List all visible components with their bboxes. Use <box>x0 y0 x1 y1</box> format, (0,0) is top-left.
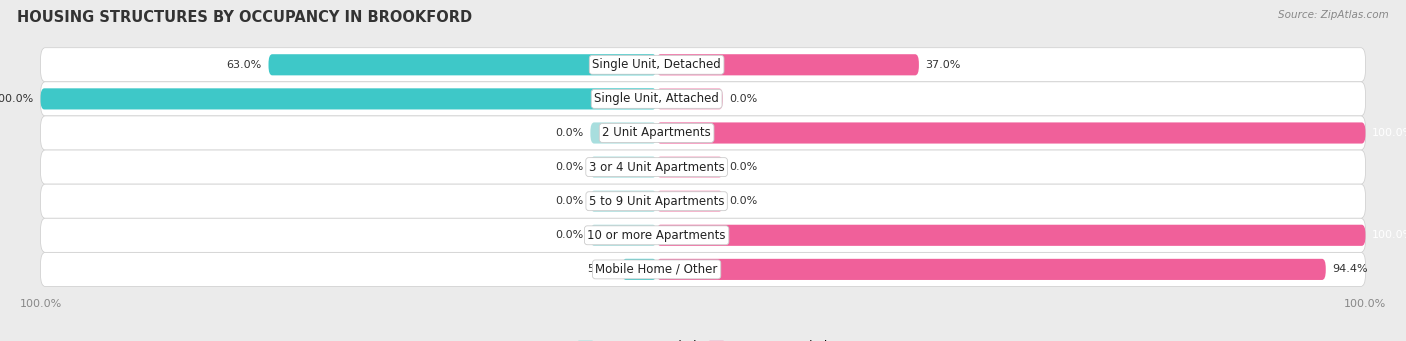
Text: 0.0%: 0.0% <box>555 128 583 138</box>
Text: 5 to 9 Unit Apartments: 5 to 9 Unit Apartments <box>589 195 724 208</box>
FancyBboxPatch shape <box>41 82 1365 116</box>
FancyBboxPatch shape <box>591 225 657 246</box>
Text: 10 or more Apartments: 10 or more Apartments <box>588 229 725 242</box>
FancyBboxPatch shape <box>657 259 1326 280</box>
Text: 100.0%: 100.0% <box>1372 230 1406 240</box>
FancyBboxPatch shape <box>657 157 723 178</box>
FancyBboxPatch shape <box>41 252 1365 286</box>
Text: 3 or 4 Unit Apartments: 3 or 4 Unit Apartments <box>589 161 724 174</box>
FancyBboxPatch shape <box>657 191 723 212</box>
FancyBboxPatch shape <box>591 122 657 144</box>
FancyBboxPatch shape <box>657 225 1365 246</box>
FancyBboxPatch shape <box>657 88 723 109</box>
Text: Mobile Home / Other: Mobile Home / Other <box>596 263 718 276</box>
FancyBboxPatch shape <box>41 184 1365 218</box>
FancyBboxPatch shape <box>657 122 1365 144</box>
FancyBboxPatch shape <box>41 48 1365 82</box>
FancyBboxPatch shape <box>41 88 657 109</box>
Text: Single Unit, Attached: Single Unit, Attached <box>595 92 718 105</box>
Text: 100.0%: 100.0% <box>1372 128 1406 138</box>
FancyBboxPatch shape <box>41 116 1365 150</box>
FancyBboxPatch shape <box>591 191 657 212</box>
Text: 94.4%: 94.4% <box>1333 264 1368 275</box>
Text: 0.0%: 0.0% <box>555 230 583 240</box>
Legend: Owner-occupied, Renter-occupied: Owner-occupied, Renter-occupied <box>572 336 834 341</box>
FancyBboxPatch shape <box>41 218 1365 252</box>
FancyBboxPatch shape <box>657 54 920 75</box>
Text: 5.6%: 5.6% <box>588 264 616 275</box>
Text: Single Unit, Detached: Single Unit, Detached <box>592 58 721 71</box>
Text: 0.0%: 0.0% <box>730 162 758 172</box>
Text: 0.0%: 0.0% <box>730 196 758 206</box>
Text: 63.0%: 63.0% <box>226 60 262 70</box>
Text: 100.0%: 100.0% <box>0 94 34 104</box>
FancyBboxPatch shape <box>269 54 657 75</box>
Text: 0.0%: 0.0% <box>730 94 758 104</box>
FancyBboxPatch shape <box>41 150 1365 184</box>
FancyBboxPatch shape <box>621 259 657 280</box>
Text: HOUSING STRUCTURES BY OCCUPANCY IN BROOKFORD: HOUSING STRUCTURES BY OCCUPANCY IN BROOK… <box>17 10 472 25</box>
Text: 2 Unit Apartments: 2 Unit Apartments <box>602 127 711 139</box>
FancyBboxPatch shape <box>591 157 657 178</box>
Text: 0.0%: 0.0% <box>555 162 583 172</box>
Text: 0.0%: 0.0% <box>555 196 583 206</box>
Text: Source: ZipAtlas.com: Source: ZipAtlas.com <box>1278 10 1389 20</box>
Text: 37.0%: 37.0% <box>925 60 960 70</box>
